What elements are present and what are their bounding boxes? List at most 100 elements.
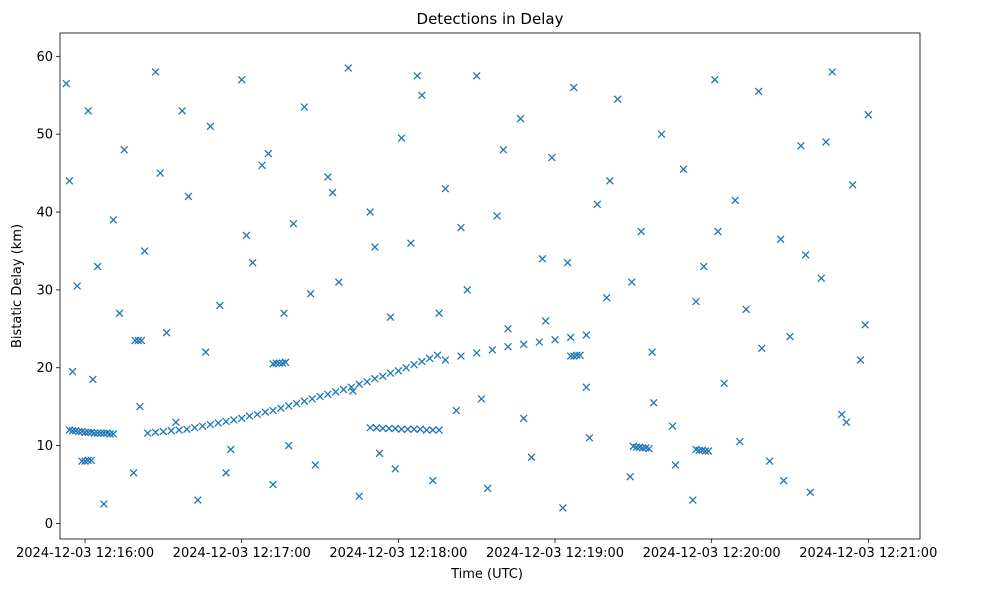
data-point <box>671 461 680 469</box>
data-point <box>806 488 815 497</box>
data-point <box>100 429 108 437</box>
data-point <box>230 416 238 424</box>
data-point <box>499 145 508 154</box>
data-point <box>347 383 356 392</box>
data-point <box>645 444 653 453</box>
data-point <box>167 426 176 435</box>
data-point <box>692 297 700 306</box>
data-point <box>433 351 442 360</box>
data-point <box>457 352 465 360</box>
data-point <box>115 309 124 318</box>
data-point <box>311 461 320 469</box>
data-point <box>535 338 544 346</box>
data-point <box>355 380 364 388</box>
data-point <box>73 282 82 290</box>
data-point <box>695 446 703 455</box>
data-point <box>308 395 317 403</box>
data-point <box>626 472 635 481</box>
data-point <box>391 465 400 473</box>
data-point <box>328 188 337 197</box>
data-point <box>372 423 381 432</box>
data-point <box>89 375 97 384</box>
data-point <box>441 356 450 364</box>
data-point <box>538 254 547 263</box>
data-point <box>828 68 837 76</box>
data-point <box>428 476 437 485</box>
data-point <box>134 336 143 345</box>
data-point <box>493 212 501 220</box>
data-point <box>324 173 332 181</box>
data-point <box>613 95 622 104</box>
data-point <box>172 418 180 427</box>
plot-frame <box>59 32 921 540</box>
data-point <box>417 357 426 366</box>
data-point <box>140 247 149 255</box>
data-point <box>472 349 481 357</box>
data-point <box>280 309 288 318</box>
data-point <box>569 83 578 92</box>
data-point <box>593 200 602 209</box>
data-point <box>576 351 584 360</box>
data-point <box>349 387 357 395</box>
data-point <box>558 504 567 512</box>
data-point <box>226 445 235 454</box>
plot-area <box>60 33 920 539</box>
data-point <box>648 348 656 357</box>
data-point <box>856 356 865 364</box>
y-tick-label: 50 <box>36 128 53 143</box>
data-point <box>84 456 93 465</box>
data-point <box>334 278 343 286</box>
data-point <box>84 428 93 437</box>
data-point <box>264 149 273 158</box>
data-point <box>261 408 270 416</box>
data-point <box>175 426 183 434</box>
data-point <box>720 379 729 388</box>
data-point <box>68 367 77 376</box>
data-point <box>190 423 199 432</box>
data-point <box>563 258 572 267</box>
data-point <box>178 106 187 115</box>
data-point <box>245 412 254 420</box>
data-point <box>742 305 750 314</box>
data-point <box>289 219 298 228</box>
data-point <box>300 103 309 111</box>
data-point <box>403 425 412 434</box>
data-point <box>566 333 575 342</box>
x-tick-label: 2024-12-03 12:21:00 <box>799 546 937 561</box>
data-point <box>109 430 118 438</box>
data-point <box>397 134 406 142</box>
data-point <box>275 359 284 367</box>
data-point <box>441 184 450 193</box>
data-point <box>331 388 340 396</box>
data-point <box>541 317 550 325</box>
data-point <box>551 335 559 344</box>
data-point <box>378 372 387 381</box>
data-point <box>483 484 492 493</box>
data-point <box>371 243 379 251</box>
x-tick-label: 2024-12-03 12:20:00 <box>643 546 781 561</box>
data-point <box>222 468 230 477</box>
x-tick-label: 2024-12-03 12:19:00 <box>486 546 624 561</box>
data-point <box>215 301 224 310</box>
data-point <box>452 406 461 415</box>
data-point <box>657 130 666 139</box>
data-point <box>435 309 443 318</box>
data-point <box>90 429 99 437</box>
data-point <box>151 428 160 437</box>
data-point <box>632 443 641 452</box>
data-point <box>206 420 215 429</box>
data-point <box>78 457 86 466</box>
data-point <box>394 366 403 375</box>
data-point <box>413 71 422 80</box>
data-point <box>817 274 826 283</box>
data-point <box>527 453 536 462</box>
data-point <box>757 344 766 353</box>
x-tick-label: 2024-12-03 12:16:00 <box>16 546 154 561</box>
data-point <box>548 153 556 162</box>
y-tick-label: 0 <box>45 517 53 532</box>
data-point <box>864 110 873 119</box>
data-point <box>704 447 713 455</box>
data-point <box>410 360 418 369</box>
data-point <box>410 425 418 434</box>
data-point <box>136 402 144 411</box>
